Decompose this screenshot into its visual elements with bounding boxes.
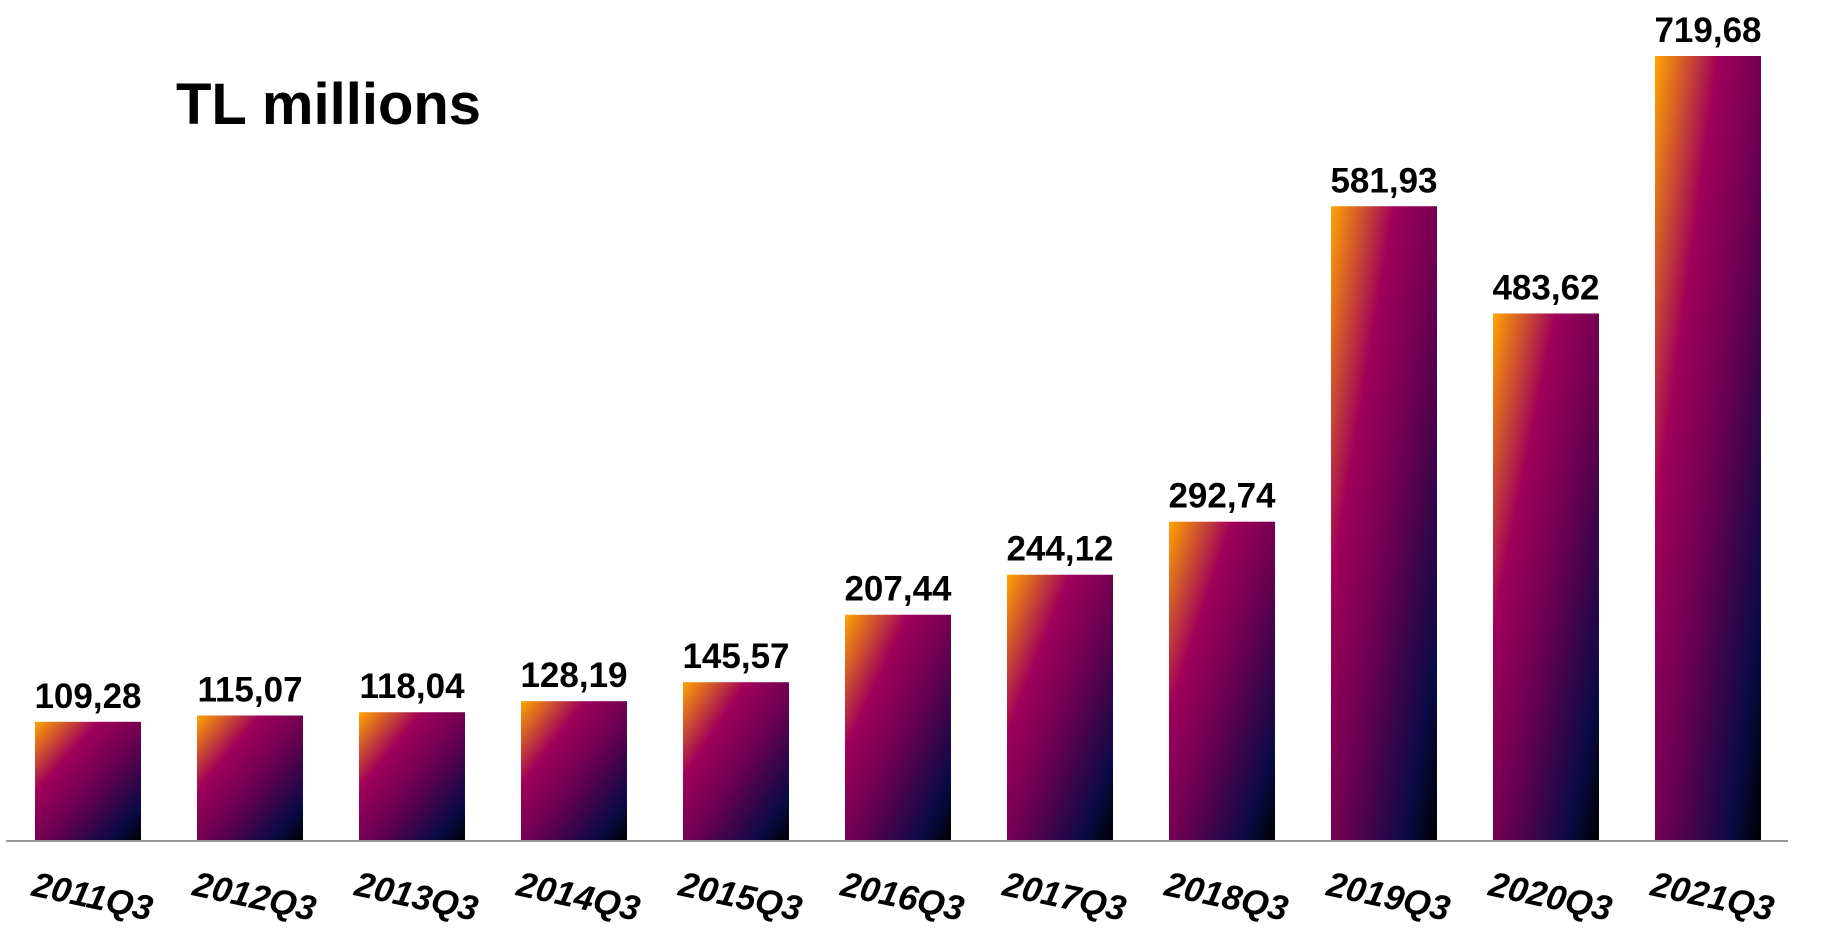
value-label-2019Q3: 581,93 [1330,161,1437,200]
bar-2015Q3 [683,682,789,841]
bar-2020Q3 [1493,313,1599,841]
x-tick-label-2011Q3: 2011Q3 [28,865,157,929]
x-tick-label-2012Q3: 2012Q3 [188,865,319,929]
chart-title: TL millions [176,72,481,137]
x-tick-label-2019Q3: 2019Q3 [1322,865,1453,929]
bar-2012Q3 [197,715,303,841]
value-label-2020Q3: 483,62 [1492,268,1599,307]
value-labels-group: 109,28 115,07 118,04 128,19 145,57 207,44 244,… [34,11,1761,716]
bar-2019Q3 [1331,206,1437,841]
value-label-2014Q3: 128,19 [520,656,627,695]
x-tick-label-2021Q3: 2021Q3 [1646,865,1777,929]
bars-group [35,56,1761,841]
value-label-2017Q3: 244,12 [1006,530,1113,569]
x-tick-label-2014Q3: 2014Q3 [512,865,643,929]
x-tick-label-2016Q3: 2016Q3 [836,865,967,929]
value-label-2015Q3: 145,57 [682,637,789,676]
value-label-2016Q3: 207,44 [844,570,952,609]
value-label-2013Q3: 118,04 [359,667,465,706]
x-tick-label-2017Q3: 2017Q3 [998,865,1129,929]
bar-2013Q3 [359,712,465,841]
bar-2011Q3 [35,721,141,841]
bar-2021Q3 [1655,56,1761,841]
x-tick-label-2015Q3: 2015Q3 [674,865,805,929]
value-label-2012Q3: 115,07 [197,670,302,709]
value-label-2021Q3: 719,68 [1654,11,1761,50]
x-tick-label-2013Q3: 2013Q3 [350,865,481,929]
bar-2016Q3 [845,614,951,841]
bar-2018Q3 [1169,521,1275,841]
x-tick-label-2018Q3: 2018Q3 [1160,865,1291,929]
value-label-2011Q3: 109,28 [34,677,141,716]
x-tick-label-2020Q3: 2020Q3 [1484,865,1615,929]
bar-2014Q3 [521,701,627,841]
x-tick-labels-group: 2011Q3 2012Q3 2013Q3 2014Q3 2015Q3 2016Q3 2017… [28,865,1778,929]
bar-2017Q3 [1007,574,1113,841]
value-label-2018Q3: 292,74 [1168,477,1276,516]
